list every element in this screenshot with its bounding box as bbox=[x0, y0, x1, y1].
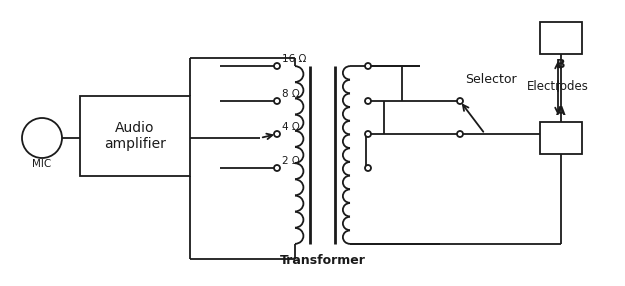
Circle shape bbox=[365, 63, 371, 69]
Text: 8 Ω: 8 Ω bbox=[282, 89, 300, 99]
Text: MIC: MIC bbox=[32, 159, 52, 169]
Circle shape bbox=[274, 131, 280, 137]
Text: amplifier: amplifier bbox=[104, 137, 166, 151]
Circle shape bbox=[365, 131, 371, 137]
Bar bbox=[540, 122, 582, 154]
Circle shape bbox=[274, 98, 280, 104]
Circle shape bbox=[274, 63, 280, 69]
Text: 4 Ω: 4 Ω bbox=[282, 122, 300, 132]
Circle shape bbox=[457, 98, 463, 104]
Circle shape bbox=[22, 118, 62, 158]
Bar bbox=[540, 22, 582, 54]
Text: A: A bbox=[556, 105, 566, 118]
Circle shape bbox=[274, 165, 280, 171]
Text: Electrodes: Electrodes bbox=[527, 80, 589, 92]
Text: B: B bbox=[556, 58, 566, 71]
Bar bbox=[80, 96, 190, 176]
Text: Transformer: Transformer bbox=[279, 254, 366, 267]
Circle shape bbox=[365, 98, 371, 104]
Text: Audio: Audio bbox=[115, 121, 155, 135]
Circle shape bbox=[457, 131, 463, 137]
Circle shape bbox=[365, 165, 371, 171]
Text: Selector: Selector bbox=[465, 73, 517, 86]
Text: 2 Ω: 2 Ω bbox=[282, 156, 300, 166]
Text: 16 Ω: 16 Ω bbox=[282, 54, 306, 64]
